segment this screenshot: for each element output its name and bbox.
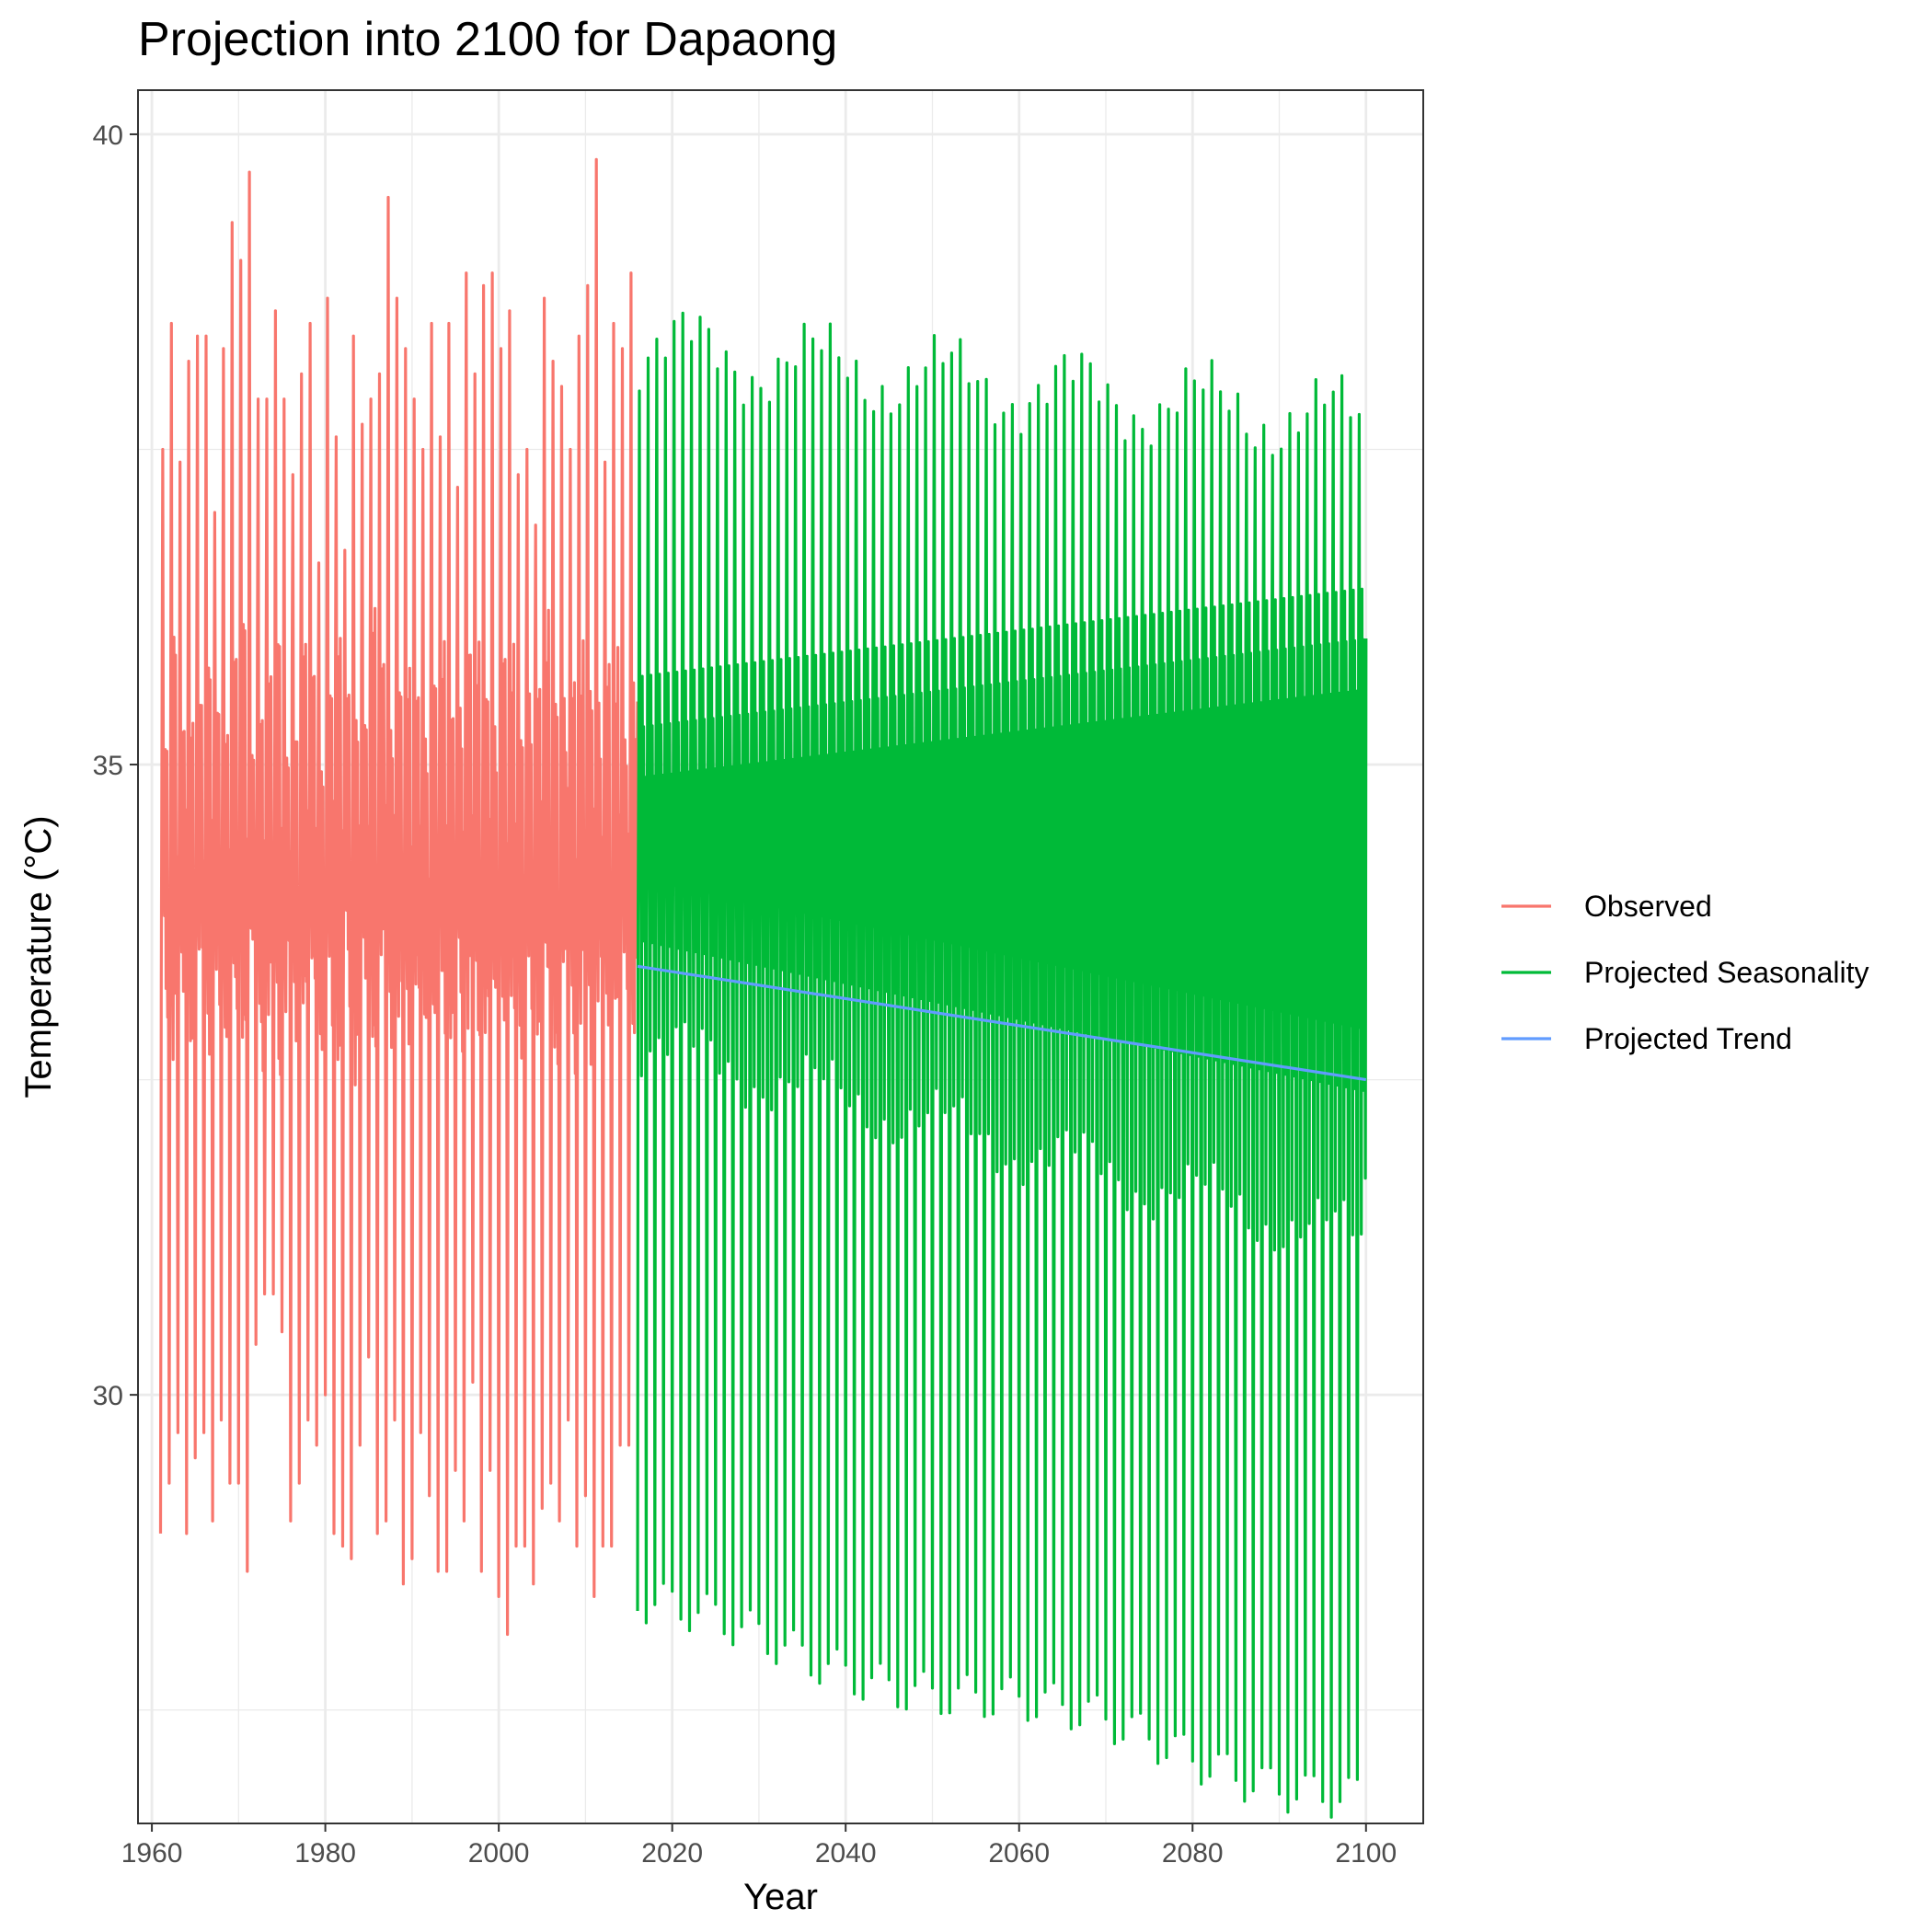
chart-title: Projection into 2100 for Dapaong (138, 13, 837, 66)
y-tick-label: 40 (93, 121, 123, 151)
series-projected-trend (637, 964, 1367, 1082)
legend-label: Projected Seasonality (1584, 956, 1869, 989)
x-axis: 1960 1980 2000 2020 2040 2060 2080 2100 (121, 1823, 1397, 1869)
x-tick-label: 2100 (1335, 1838, 1397, 1869)
x-tick-label: 2040 (815, 1838, 877, 1869)
y-tick-label: 35 (93, 751, 123, 781)
y-tick-label: 30 (93, 1381, 123, 1411)
x-tick-label: 2000 (468, 1838, 530, 1869)
series-projected-seasonality (636, 311, 1368, 1819)
series-observed (158, 157, 639, 1637)
legend-label: Projected Trend (1584, 1022, 1792, 1055)
y-axis-title: Temperature (°C) (18, 815, 59, 1098)
legend-label: Observed (1584, 890, 1712, 923)
x-tick-label: 1980 (294, 1838, 356, 1869)
legend: Observed Projected Seasonality Projected T… (1501, 890, 1869, 1055)
plot-panel (137, 89, 1424, 1824)
x-tick-label: 2060 (988, 1838, 1050, 1869)
series-layer (158, 157, 1368, 1819)
panel-border (137, 89, 1424, 1824)
x-tick-label: 2020 (641, 1838, 703, 1869)
x-axis-title: Year (743, 1877, 818, 1917)
x-tick-label: 2080 (1162, 1838, 1224, 1869)
x-tick-label: 1960 (121, 1838, 183, 1869)
y-axis: 30 35 40 (93, 121, 138, 1411)
